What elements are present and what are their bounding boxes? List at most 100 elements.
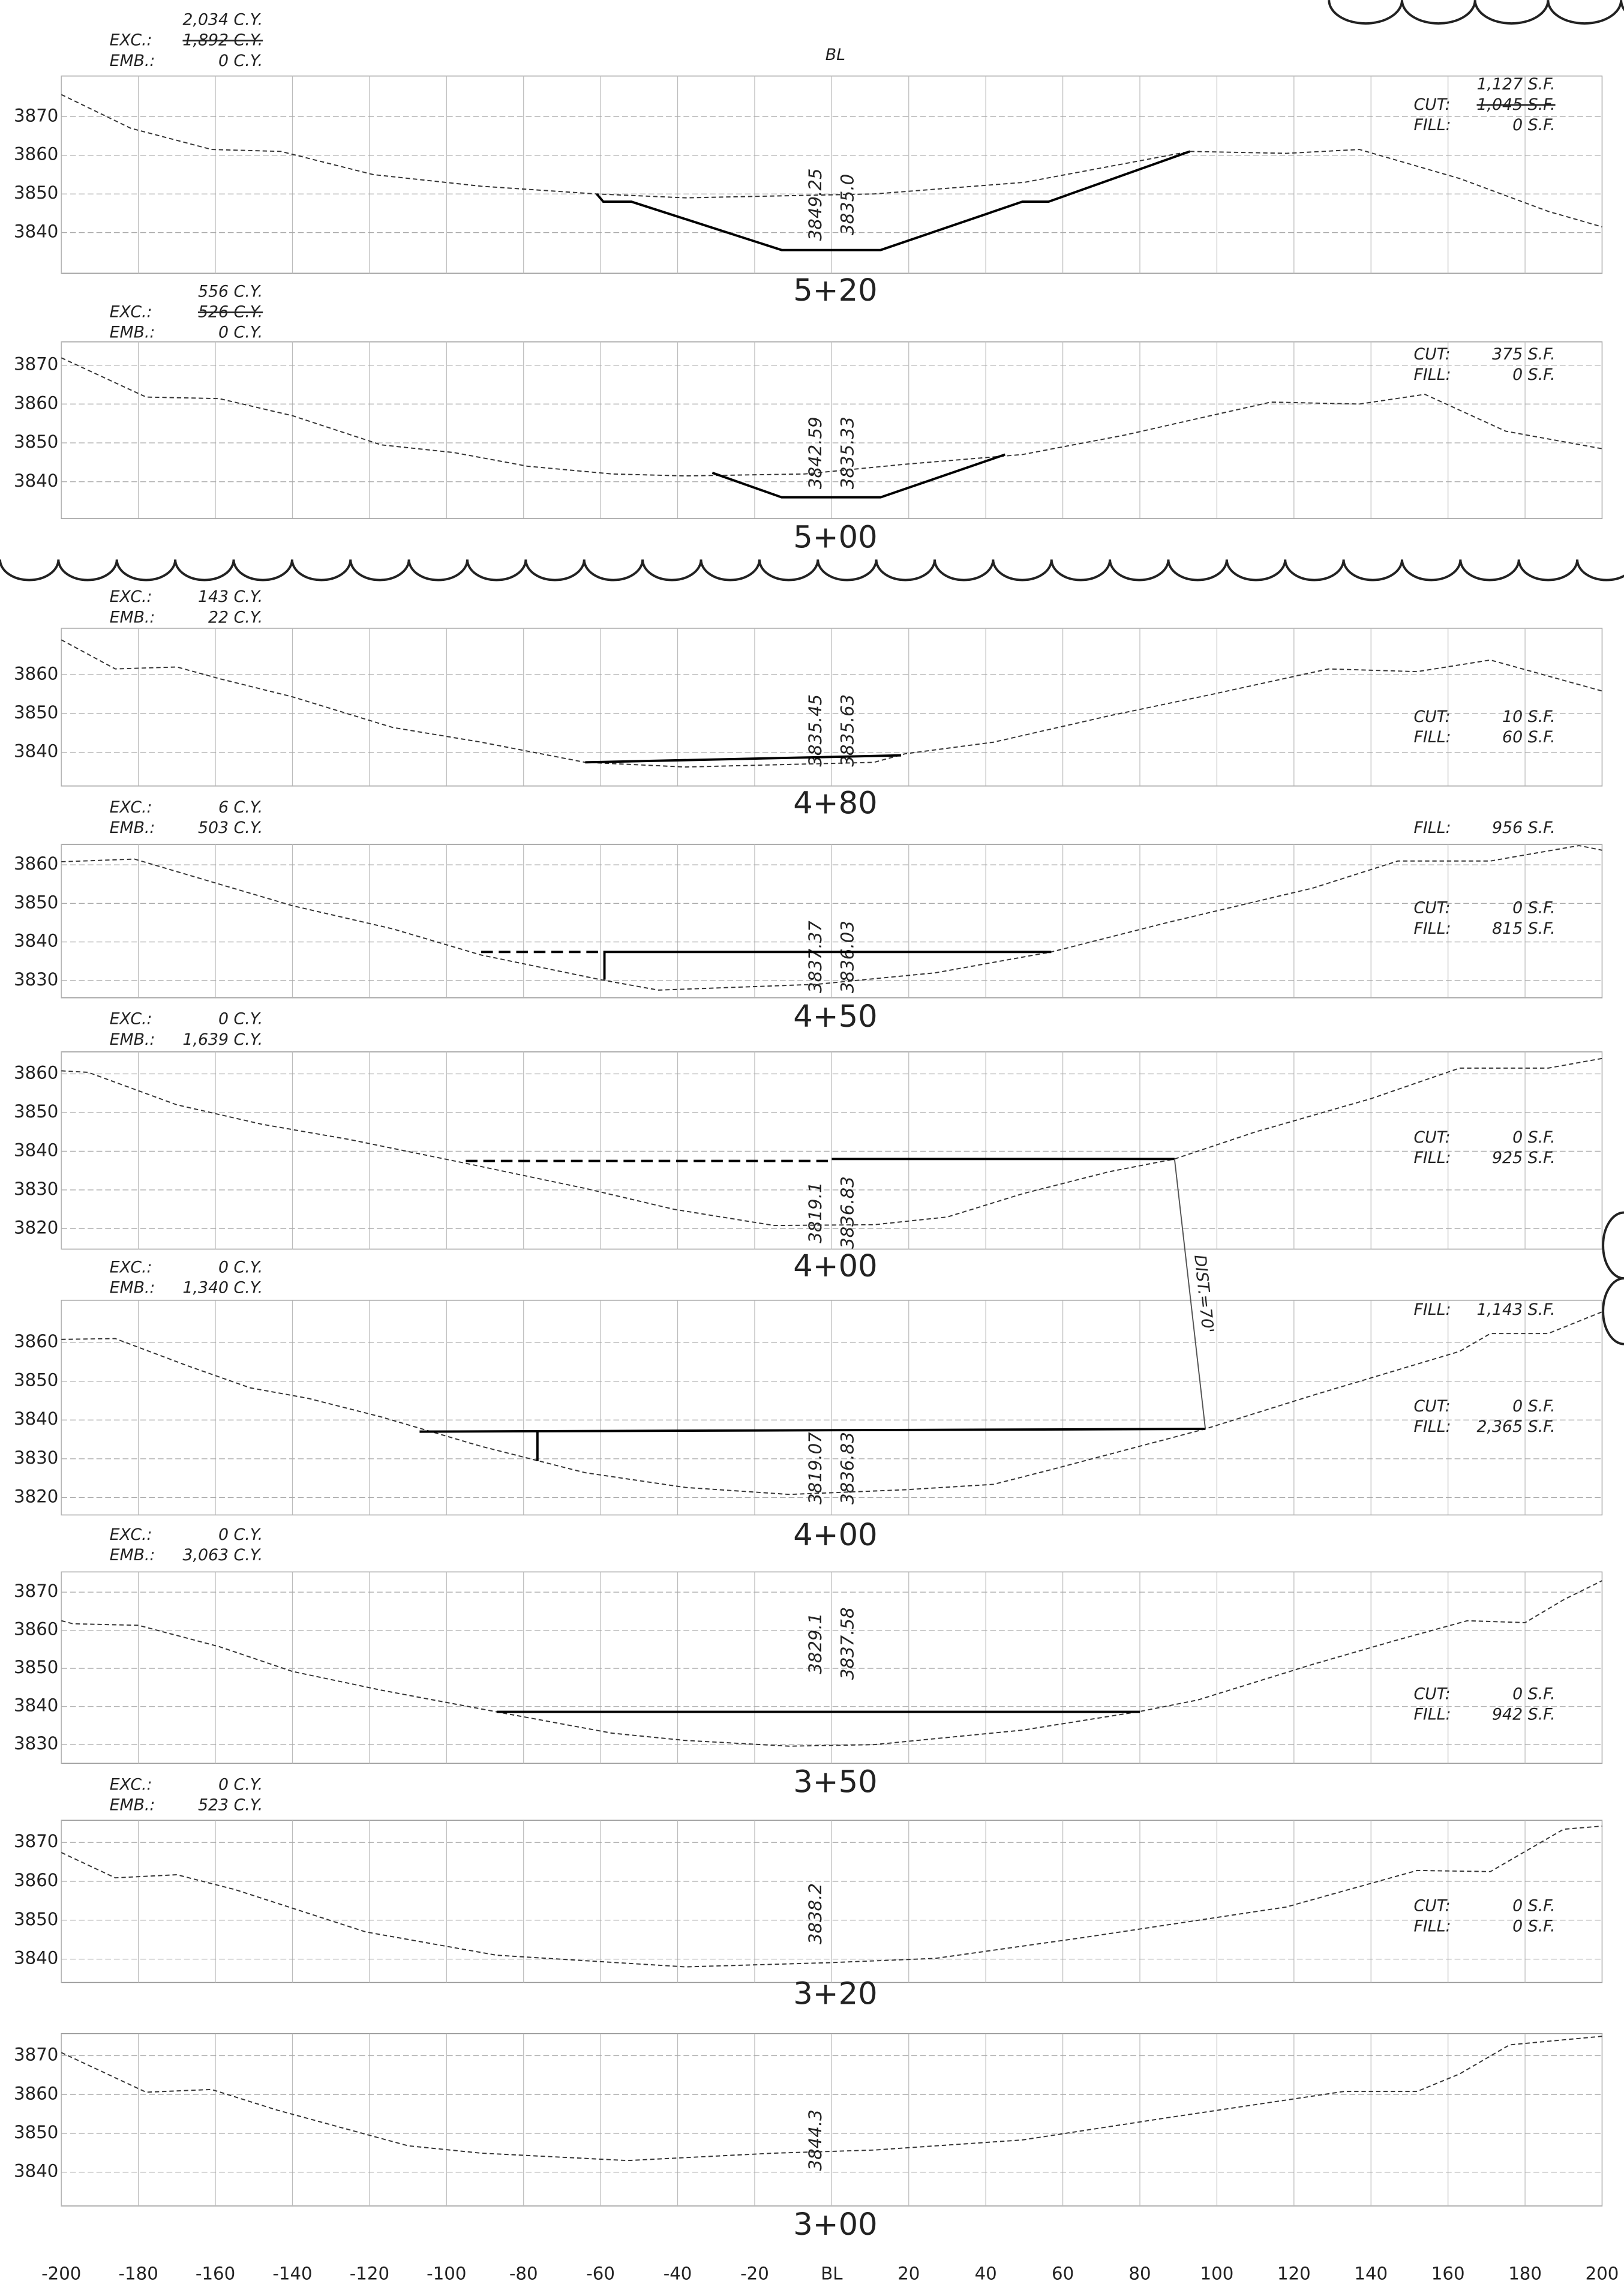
note-label: EXC.: [110,303,152,322]
volume-note: 523 C.Y. [198,1796,263,1814]
design-line [585,754,901,764]
note-label: CUT: [1413,708,1450,726]
baseline-label: BL [825,46,845,64]
revision-cloud [1602,1211,1624,1345]
volume-note: 556 C.Y. [198,282,263,301]
x-tick-label: 200 [1586,2263,1619,2283]
elevation-label: 3835.63 [837,694,857,767]
note-label: FILL: [1413,116,1451,134]
note-label: FILL: [1413,1417,1451,1436]
y-tick-label: 3840 [14,1408,58,1429]
x-tick-label: 60 [1052,2263,1074,2283]
y-tick-label: 3840 [14,1948,58,1968]
elevation-label: 3838.2 [805,1883,825,1944]
elevation-label: 3836.03 [837,921,857,993]
section-title: 4+00 [793,1249,877,1284]
area-note: 10 S.F. [1502,708,1556,726]
x-tick-label: -20 [740,2263,769,2283]
x-tick-label: 180 [1508,2263,1542,2283]
area-note: 956 S.F. [1492,819,1556,837]
note-label: FILL: [1413,1705,1451,1724]
x-tick-label: 160 [1431,2263,1465,2283]
y-tick-label: 3850 [14,702,58,723]
elevation-label: 3835.45 [805,694,825,767]
section-title: 3+00 [793,2207,877,2243]
elevation-label: 3836.83 [837,1432,857,1504]
x-tick-label: -100 [427,2263,466,2283]
x-tick-label: -40 [664,2263,692,2283]
y-tick-label: 3820 [14,1486,58,1506]
volume-note: 2,034 C.Y. [182,11,263,29]
volume-note: 1,892 C.Y. [182,31,263,50]
elevation-label: 3844.3 [805,2109,825,2171]
y-tick-label: 3830 [14,1447,58,1468]
ground-line [61,845,1602,991]
y-tick-label: 3840 [14,470,58,491]
elevation-label: 3819.07 [805,1432,825,1504]
y-tick-label: 3860 [14,1063,58,1083]
y-tick-label: 3840 [14,1695,58,1716]
y-tick-label: 3870 [14,354,58,374]
y-tick-label: 3840 [14,2161,58,2181]
area-note: 2,365 S.F. [1476,1417,1555,1436]
elevation-label: 3842.59 [805,416,825,489]
volume-note: 6 C.Y. [218,798,263,817]
y-tick-label: 3850 [14,1657,58,1677]
volume-note: 503 C.Y. [198,819,263,837]
ground-line [61,357,1602,477]
area-note: 0 S.F. [1512,116,1556,134]
note-label: CUT: [1413,899,1450,918]
note-label: EXC.: [110,31,152,50]
y-tick-label: 3850 [14,892,58,912]
x-tick-label: -200 [41,2263,81,2283]
note-label: CUT: [1413,1128,1450,1147]
section-title: 4+80 [793,786,877,821]
y-tick-label: 3870 [14,1831,58,1851]
elevation-label: 3819.1 [805,1182,825,1243]
note-label: EMB.: [110,52,155,70]
section-title: 5+00 [793,520,877,555]
note-label: EMB.: [110,608,155,627]
y-tick-label: 3860 [14,144,58,164]
note-label: EXC.: [110,588,152,606]
note-label: EXC.: [110,1775,152,1794]
volume-note: 1,639 C.Y. [182,1030,263,1049]
x-tick-label: -120 [350,2263,389,2283]
note-label: FILL: [1413,1917,1451,1935]
area-note: 942 S.F. [1492,1705,1556,1724]
elevation-label: 3849.25 [805,169,825,241]
note-label: FILL: [1413,728,1451,747]
y-tick-label: 3860 [14,663,58,684]
section-title: 5+20 [793,273,877,308]
x-tick-label: -80 [509,2263,538,2283]
ground-line [61,2036,1602,2162]
note-label: EMB.: [110,1796,155,1814]
y-tick-label: 3850 [14,2122,58,2142]
elevation-label: 3837.58 [837,1607,857,1680]
y-tick-label: 3840 [14,1140,58,1160]
note-label: CUT: [1413,95,1450,114]
volume-note: 0 C.Y. [218,52,263,70]
volume-note: 0 C.Y. [218,1525,263,1544]
y-tick-label: 3860 [14,392,58,413]
y-tick-label: 3860 [14,1331,58,1351]
y-tick-label: 3860 [14,1619,58,1639]
area-note: 0 S.F. [1512,1917,1556,1935]
section-title: 4+50 [793,999,877,1035]
note-label: CUT: [1413,1896,1450,1915]
volume-note: 526 C.Y. [198,303,263,322]
y-tick-label: 3850 [14,1909,58,1929]
note-label: FILL: [1413,1300,1451,1319]
volume-note: 0 C.Y. [218,1775,263,1794]
note-label: EMB.: [110,323,155,342]
design-line [712,453,1005,499]
ground-line [61,1311,1602,1495]
volume-note: 1,340 C.Y. [182,1279,263,1297]
x-tick-label: 40 [975,2263,997,2283]
volume-note: 22 C.Y. [208,608,263,627]
y-tick-label: 3870 [14,105,58,125]
section-title: 4+00 [793,1518,877,1553]
revision-cloud [0,559,1624,582]
volume-note: 143 C.Y. [198,588,263,606]
design-line [596,150,1191,251]
